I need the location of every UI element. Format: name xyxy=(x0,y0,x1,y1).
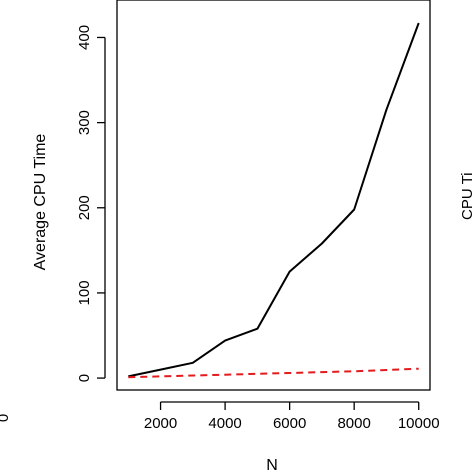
x-tick-label: 8000 xyxy=(337,415,370,432)
x-tick-label: 10000 xyxy=(398,415,440,432)
y-tick-label: 300 xyxy=(76,110,93,135)
x-tick-label: 2000 xyxy=(144,415,177,432)
x-axis-title: N xyxy=(266,457,278,474)
x-tick-label: 6000 xyxy=(273,415,306,432)
plot-frame xyxy=(116,0,431,391)
y-tick-label: 100 xyxy=(76,280,93,305)
clipped-neighbor-label: CPU Ti xyxy=(459,172,474,220)
x-tick-label: 4000 xyxy=(208,415,241,432)
y-axis: 0 100 200 300 400 xyxy=(76,25,106,382)
series-layer xyxy=(128,22,420,379)
y-tick-label: 0 xyxy=(76,374,93,382)
clipped-neighbor-tick: 0 xyxy=(0,414,12,422)
x-axis: 2000 4000 6000 8000 10000 xyxy=(144,401,440,432)
y-axis-title: Average CPU Time xyxy=(32,134,49,271)
y-tick-label: 400 xyxy=(76,25,93,50)
series-line-2 xyxy=(128,367,419,379)
series-line-1 xyxy=(128,22,420,378)
y-tick-label: 200 xyxy=(76,195,93,220)
